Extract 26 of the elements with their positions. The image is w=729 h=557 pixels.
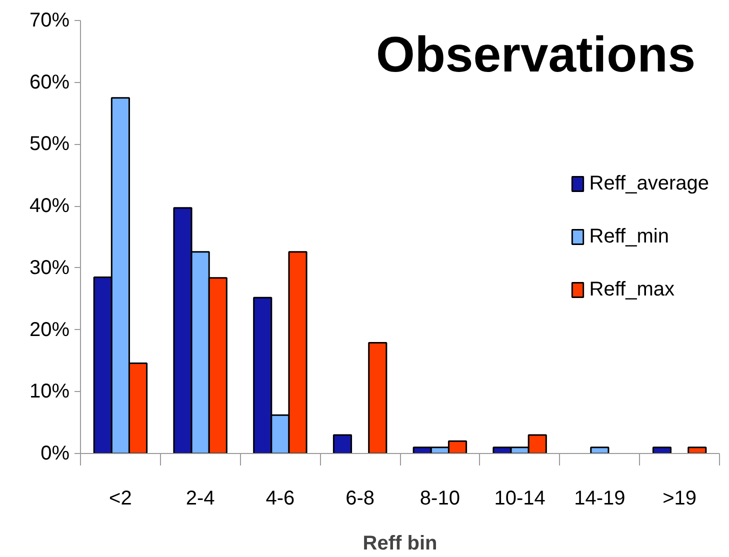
y-tick-label: 60% [29, 71, 70, 94]
x-tick-label: 14-19 [574, 488, 626, 510]
x-tick-label: 10-14 [494, 488, 546, 510]
bar [652, 446, 672, 454]
x-tick-label: <2 [109, 488, 132, 510]
x-tick-label: 2-4 [186, 488, 215, 510]
legend-label: Reff_min [589, 225, 669, 248]
x-tick-label: 4-6 [266, 488, 295, 510]
bar [590, 446, 610, 454]
y-tick-label: 50% [29, 133, 70, 156]
x-axis-title: Reff bin [362, 532, 438, 554]
x-tick-label: >19 [662, 488, 697, 510]
legend-label: Reff_max [589, 278, 675, 301]
bar [368, 342, 388, 454]
y-tick-label: 40% [29, 195, 70, 218]
y-tick-label: 70% [29, 10, 70, 32]
chart-title: Observations [376, 26, 696, 83]
y-tick-label: 0% [40, 442, 70, 464]
bar [688, 446, 707, 454]
x-tick-label: 8-10 [420, 488, 460, 510]
y-tick-label: 30% [29, 256, 70, 279]
x-tick-label: 6-8 [346, 488, 375, 510]
y-tick-label: 20% [29, 318, 70, 341]
bar [332, 434, 352, 454]
y-tick-label: 10% [29, 380, 70, 403]
legend-label: Reff_average [589, 172, 709, 195]
